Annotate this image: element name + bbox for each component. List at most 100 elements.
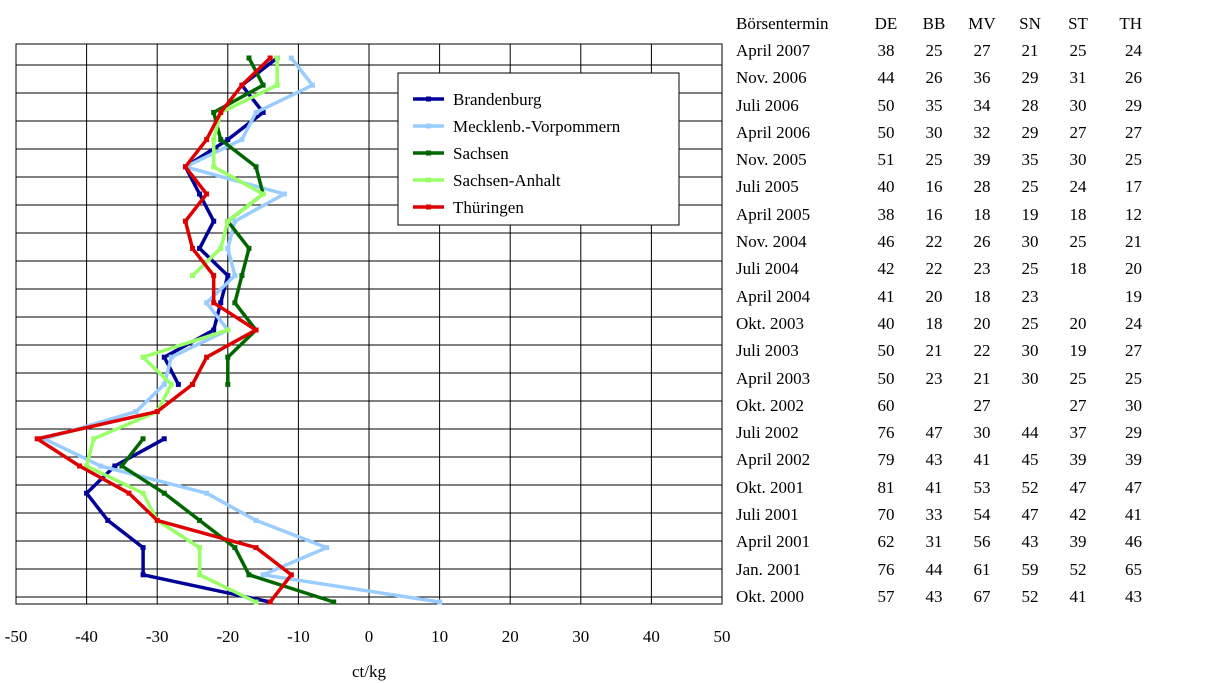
row-date-cell: April 2005 [736,204,811,224]
row-value-cell: 47 [1069,477,1087,497]
row-value-cell: 22 [973,341,991,361]
row-date-cell: Okt. 2003 [736,313,804,333]
row-value-cell: 51 [877,150,895,170]
table-row: April 2004 41 20 18 23 19 [736,283,1142,310]
row-value-cell: 24 [1069,177,1087,197]
row-value-cell: 30 [1069,95,1087,115]
series-1 [41,55,443,605]
row-date-cell: Juli 2002 [736,423,799,443]
header-sn: SN [1019,13,1041,33]
row-value-cell: 20 [1125,259,1142,279]
row-value-cell: 23 [925,368,943,388]
row-value-cell: 25 [1125,368,1142,388]
row-value-cell: 25 [1069,40,1087,60]
row-value-cell: 44 [925,559,943,579]
table-row: Okt. 2003 40 18 20 25 20 24 [736,310,1142,337]
legend-item: Thüringen [413,198,524,217]
row-value-cell: 32 [973,122,991,142]
row-value-cell: 60 [877,395,895,415]
row-value-cell: 42 [877,259,895,279]
row-value-cell: 25 [1069,368,1087,388]
legend-item: Sachsen-Anhalt [413,171,561,190]
row-value-cell: 19 [1069,341,1087,361]
series-0 [84,55,280,605]
row-value-cell: 70 [877,504,895,524]
row-date-cell: Juli 2001 [736,504,799,524]
row-value-cell: 30 [1021,368,1039,388]
row-value-cell: 61 [973,559,991,579]
row-date-cell: Nov. 2006 [736,68,807,88]
table-row: Juli 2003 50 21 22 30 19 27 [736,338,1142,365]
row-value-cell: 12 [1125,204,1142,224]
row-value-cell: 45 [1021,450,1039,470]
legend-item: Mecklenb.-Vorpommern [413,117,621,136]
series-line [84,328,257,604]
row-value-cell [1006,392,1054,419]
row-date-cell: April 2006 [736,122,811,142]
row-value-cell: 33 [925,504,943,524]
table-row: Juli 2006 50 35 34 28 30 29 [736,92,1142,119]
legend-label: Sachsen-Anhalt [453,171,561,190]
row-value-cell: 38 [877,204,895,224]
row-value-cell: 79 [877,450,895,470]
row-value-cell: 21 [1021,40,1039,60]
row-value-cell: 25 [1069,232,1087,252]
header-st: ST [1068,13,1088,33]
row-value-cell: 26 [973,232,991,252]
x-tick-label: 40 [643,627,660,646]
row-value-cell: 27 [973,395,991,415]
row-value-cell: 40 [877,313,895,333]
series-line [84,437,271,604]
row-value-cell: 30 [973,423,991,443]
row-value-cell: 18 [1069,204,1087,224]
row-value-cell: 47 [925,423,943,443]
row-value-cell: 30 [1021,341,1039,361]
row-value-cell: 44 [877,68,895,88]
legend: Brandenburg Mecklenb.-Vorpommern Sachsen Sa… [397,72,680,226]
x-tick-label: 20 [502,627,519,646]
row-date-cell: Okt. 2000 [736,586,804,606]
plot-area-border [15,43,723,605]
row-value-cell: 54 [973,504,991,524]
row-value-cell: 35 [925,95,943,115]
row-value-cell: 46 [877,232,895,252]
row-value-cell [910,392,958,419]
row-value-cell: 46 [1125,532,1142,552]
series-line [162,56,279,386]
price-table: Börsentermin DE BB MV SN ST TH April 2007 38 25 2… [736,10,1142,611]
row-value-cell: 39 [973,150,991,170]
row-value-cell: 19 [1125,286,1142,306]
row-value-cell: 50 [877,95,895,115]
row-value-cell: 22 [925,259,943,279]
row-value-cell: 18 [1069,259,1087,279]
legend-label: Mecklenb.-Vorpommern [453,117,621,136]
row-date-cell: April 2002 [736,450,811,470]
row-value-cell: 50 [877,368,895,388]
table-header-row: Börsentermin DE BB MV SN ST TH [736,10,1142,37]
row-value-cell: 27 [973,40,991,60]
row-value-cell: 30 [1125,395,1142,415]
row-value-cell: 23 [973,259,991,279]
series-line [120,437,335,604]
x-tick-label: 50 [714,627,731,646]
row-value-cell: 21 [1125,232,1142,252]
row-value-cell: 47 [1021,504,1039,524]
row-date-cell: Juli 2006 [736,95,799,115]
row-value-cell: 25 [1021,259,1039,279]
row-value-cell: 21 [973,368,991,388]
row-date-cell: Okt. 2002 [736,395,804,415]
row-value-cell: 44 [1021,423,1039,443]
row-value-cell: 19 [1021,204,1039,224]
line-chart: -50 -40 -30 -20 -10 0 10 20 30 40 50 ct/kg Branden… [5,43,731,681]
row-value-cell: 25 [1021,313,1039,333]
row-value-cell: 20 [973,313,991,333]
table-row: April 2002 79 43 41 45 39 39 [736,447,1142,474]
table-body: April 2007 38 25 27 21 25 24 Nov. 2006 44 26 36 29 3… [736,37,1142,610]
table-row: Nov. 2005 51 25 39 35 30 25 [736,146,1142,173]
row-value-cell: 18 [973,204,991,224]
row-value-cell: 25 [925,150,943,170]
series-3 [84,55,280,605]
table-row: April 2007 38 25 27 21 25 24 [736,37,1142,64]
row-value-cell: 29 [1021,68,1039,88]
row-value-cell: 50 [877,122,895,142]
